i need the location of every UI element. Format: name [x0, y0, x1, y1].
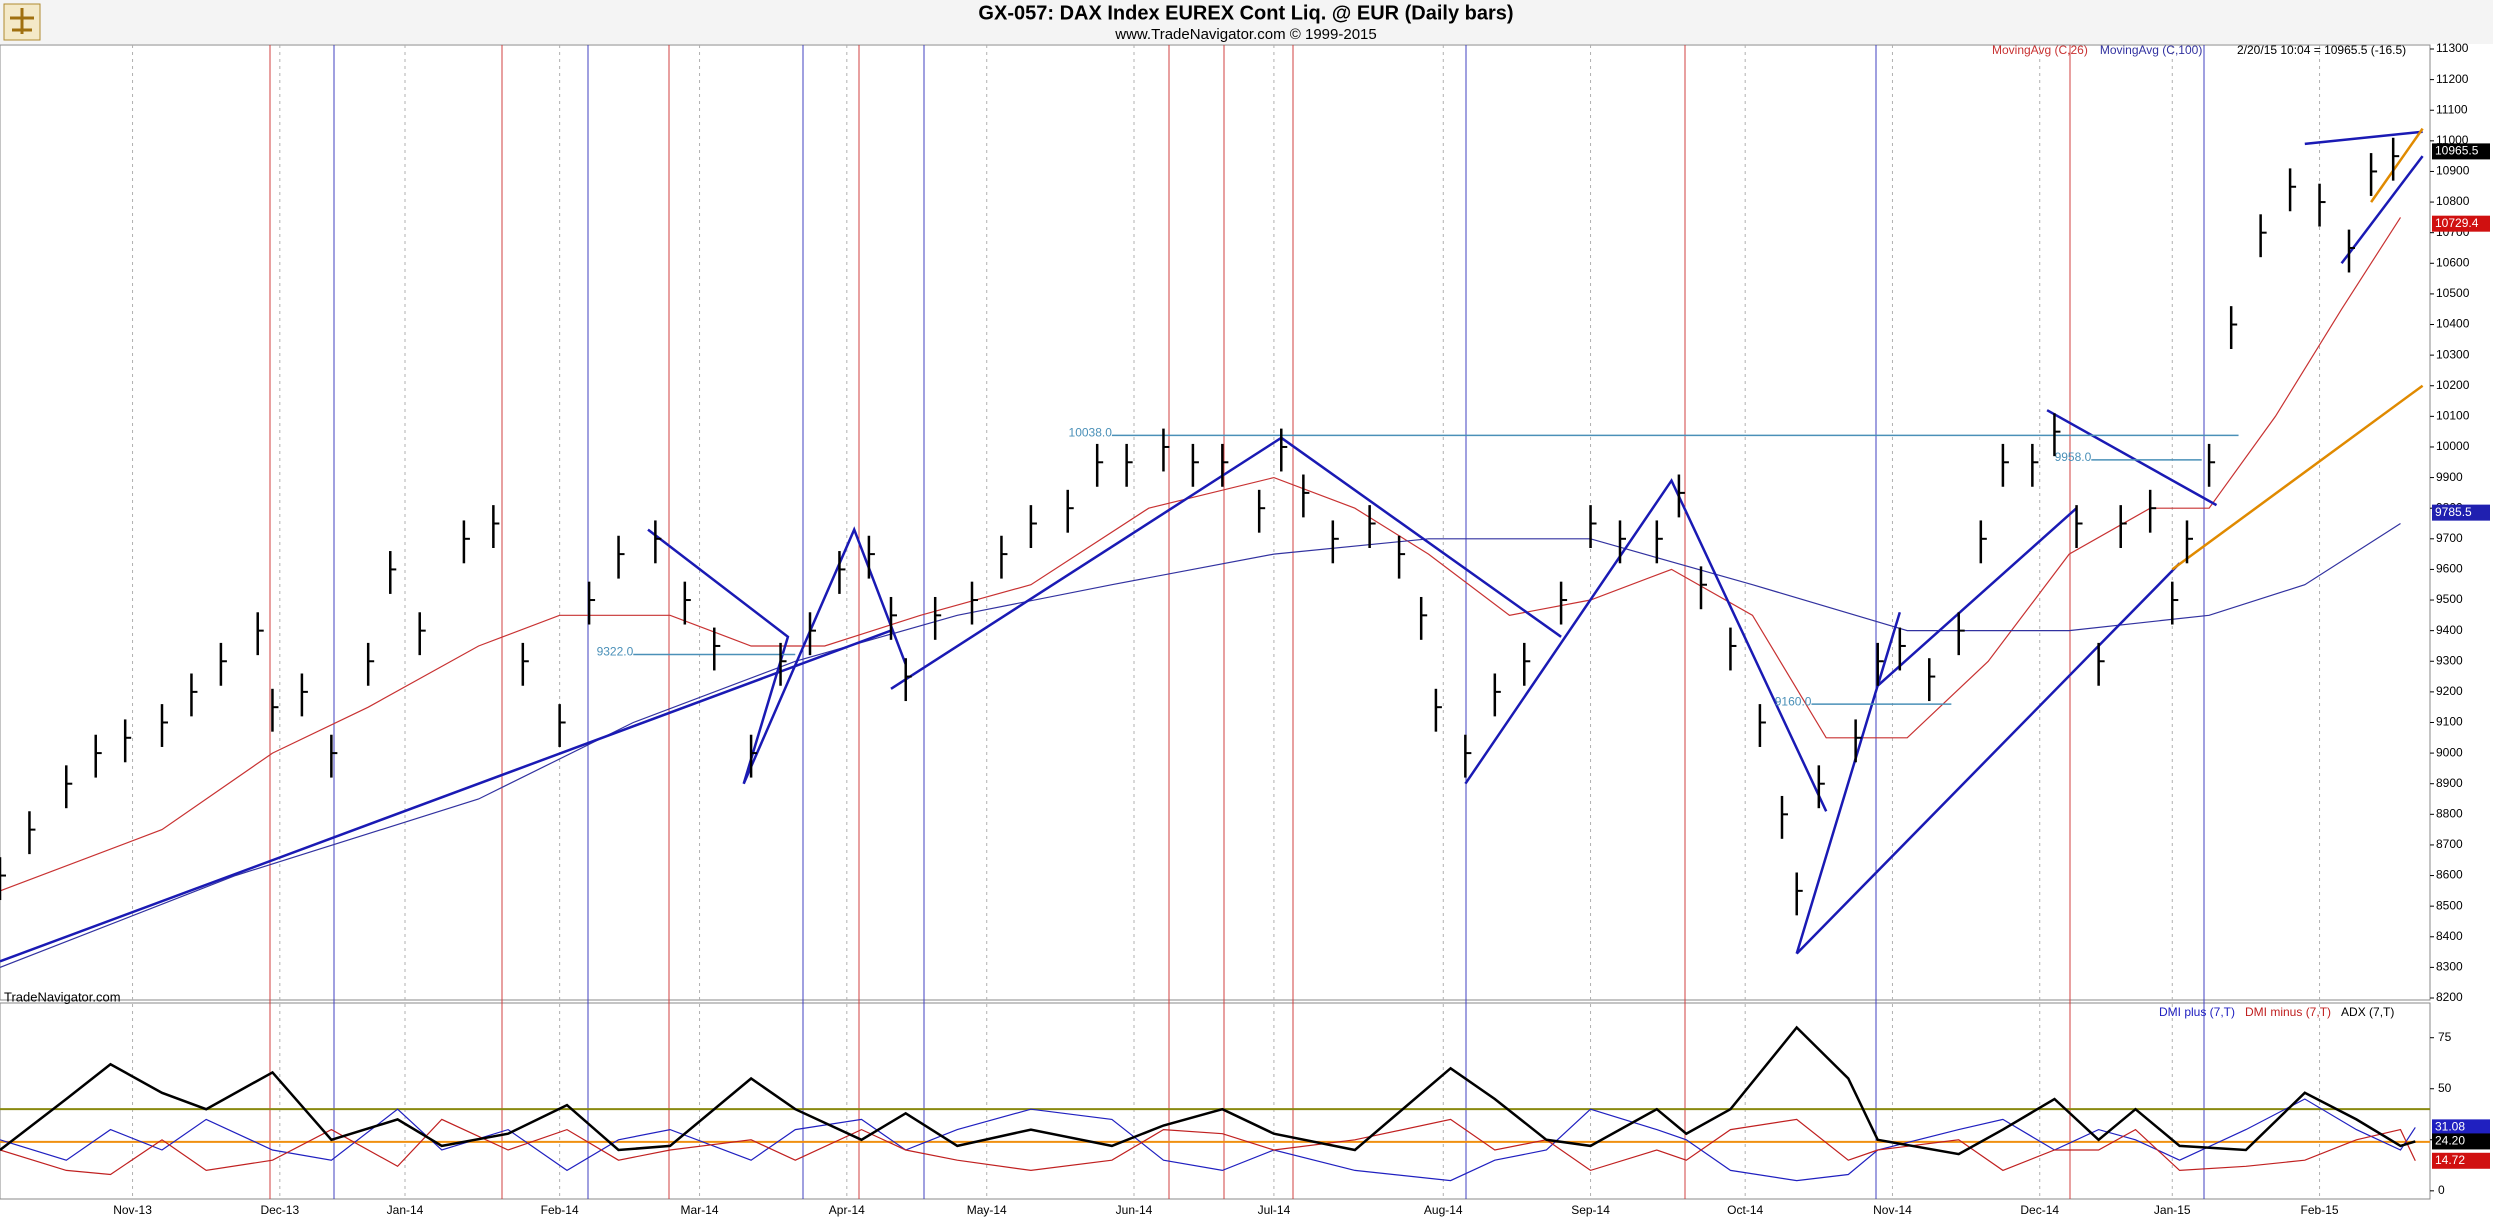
indicator-line [0, 1025, 2416, 1156]
y-tick-label: 10600 [2436, 255, 2470, 269]
trend-line [1795, 507, 2078, 954]
logo [3, 3, 41, 41]
value-flag-label: 31.08 [2435, 1120, 2465, 1134]
y-tick-label: 9900 [2436, 470, 2463, 484]
y-tick-label: 11300 [2436, 41, 2469, 55]
x-tick-label: Jun-14 [1116, 1203, 1153, 1217]
trend-line [2340, 155, 2424, 265]
y-tick-label: 8200 [2436, 990, 2463, 1004]
y-tick-label: 8300 [2436, 960, 2463, 974]
moving-average [0, 217, 2402, 892]
y-tick-label: 0 [2438, 1183, 2445, 1197]
trend-line [1280, 436, 1562, 638]
y-tick-label: 9100 [2436, 715, 2463, 729]
x-tick-label: Nov-13 [113, 1203, 152, 1217]
price-panel [0, 44, 2431, 1001]
y-tick-label: 8800 [2436, 806, 2463, 820]
trend-line [647, 526, 907, 785]
chart-title: GX-057: DAX Index EUREX Cont Liq. @ EUR … [978, 2, 1513, 24]
header [0, 0, 2493, 44]
legend-entry: MovingAvg (C,100) [2100, 43, 2203, 57]
y-tick-label: 9200 [2436, 684, 2463, 698]
x-tick-label: Feb-14 [541, 1203, 579, 1217]
y-tick-label: 10400 [2436, 317, 2470, 331]
moving-average [0, 522, 2401, 968]
y-tick-label: 8700 [2436, 837, 2463, 851]
y-tick-label: 8600 [2436, 868, 2463, 882]
trend-line [1464, 478, 1828, 812]
indicator-line [0, 1118, 2416, 1176]
x-tick-label: Oct-14 [1727, 1203, 1763, 1217]
trend-line [1795, 562, 2181, 955]
x-tick-label: Feb-15 [2301, 1203, 2339, 1217]
y-tick-label: 50 [2438, 1081, 2452, 1095]
value-flag-label: 9785.5 [2435, 505, 2472, 519]
annotation-label: 10038.0 [1069, 426, 1113, 440]
y-tick-label: 10200 [2436, 378, 2470, 392]
trend-line [890, 436, 1282, 690]
value-flag [2432, 1152, 2490, 1169]
trend-line [2171, 384, 2424, 571]
value-flag-label: 10965.5 [2435, 144, 2479, 158]
watermark: TradeNavigator.com [4, 989, 121, 1004]
value-flag [2432, 1119, 2490, 1136]
y-tick-label: 9400 [2436, 623, 2463, 637]
value-flag [2432, 1133, 2490, 1150]
y-tick-label: 9500 [2436, 592, 2463, 606]
y-tick-label: 10000 [2436, 439, 2470, 453]
y-tick-label: 10900 [2436, 164, 2470, 178]
x-tick-label: Apr-14 [829, 1203, 865, 1217]
y-tick-label: 9700 [2436, 531, 2463, 545]
y-tick-label: 10800 [2436, 194, 2470, 208]
logo-mark [10, 8, 34, 34]
y-tick-label: 11200 [2436, 72, 2469, 86]
annotation-label: 9160.0 [1775, 694, 1812, 708]
y-tick-label: 9600 [2436, 562, 2463, 576]
x-tick-label: Dec-13 [260, 1203, 299, 1217]
x-tick-label: Jan-15 [2154, 1203, 2191, 1217]
x-tick-label: May-14 [967, 1203, 1007, 1217]
x-tick-label: Dec-14 [2020, 1203, 2059, 1217]
y-tick-label: 8500 [2436, 898, 2463, 912]
trend-line [2370, 127, 2424, 203]
trend-line [2046, 409, 2218, 507]
y-tick-label: 75 [2438, 1030, 2452, 1044]
x-tick-label: Nov-14 [1873, 1203, 1912, 1217]
chart-subtitle: www.TradeNavigator.com © 1999-2015 [1114, 26, 1376, 43]
x-tick-label: Sep-14 [1571, 1203, 1610, 1217]
y-tick-label: 10500 [2436, 286, 2470, 300]
value-flag-label: 24.20 [2435, 1134, 2465, 1148]
value-flag-label: 14.72 [2435, 1153, 2465, 1167]
value-flag [2432, 215, 2490, 232]
trend-line [2304, 130, 2423, 146]
x-tick-label: Aug-14 [1424, 1203, 1463, 1217]
y-tick-label: 9300 [2436, 653, 2463, 667]
y-tick-label: 10100 [2436, 409, 2470, 423]
annotation-label: 9322.0 [597, 645, 634, 659]
indicator-panel [0, 1002, 2431, 1200]
x-tick-label: Jul-14 [1258, 1203, 1291, 1217]
annotation-label: 9958.0 [2055, 450, 2092, 464]
value-flag-label: 10729.4 [2435, 216, 2479, 230]
x-tick-label: Mar-14 [681, 1203, 719, 1217]
legend-entry: ADX (7,T) [2341, 1005, 2394, 1019]
trend-line [0, 629, 892, 963]
value-flag [2432, 143, 2490, 160]
legend-entry: DMI plus (7,T) [2159, 1005, 2235, 1019]
legend-entry: DMI minus (7,T) [2245, 1005, 2331, 1019]
x-tick-label: Jan-14 [387, 1203, 424, 1217]
info-text: 2/20/15 10:04 = 10965.5 (-16.5) [2237, 43, 2406, 57]
y-tick-label: 11100 [2436, 102, 2468, 116]
y-tick-label: 10300 [2436, 347, 2470, 361]
value-flag [2432, 504, 2490, 521]
y-tick-label: 9000 [2436, 745, 2463, 759]
y-tick-label: 8400 [2436, 929, 2463, 943]
y-tick-label: 8900 [2436, 776, 2463, 790]
legend-entry: MovingAvg (C,26) [1992, 43, 2088, 57]
